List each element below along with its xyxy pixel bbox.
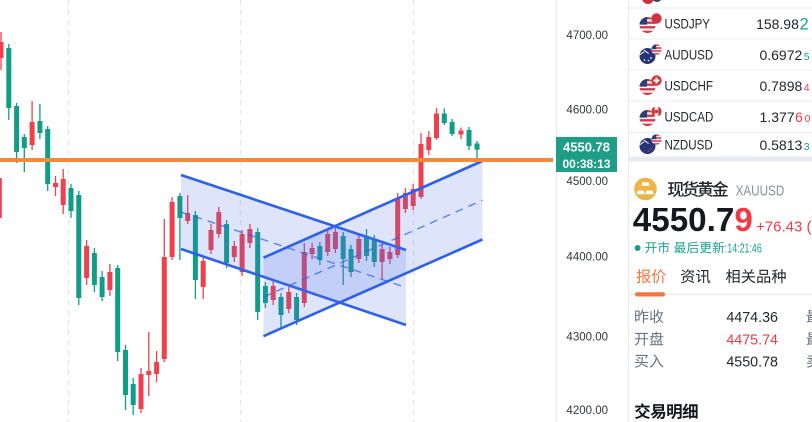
svg-text:2: 2 (800, 16, 809, 34)
svg-text:4700.00: 4700.00 (566, 30, 608, 42)
svg-text:USDCAD: USDCAD (665, 110, 714, 125)
svg-text:USDJPY: USDJPY (665, 17, 711, 32)
svg-text:+76.43 (+: +76.43 (+ (756, 219, 812, 236)
svg-text:4550.78: 4550.78 (726, 355, 778, 371)
svg-text:6: 6 (795, 109, 803, 125)
svg-text:4550.79: 4550.79 (633, 202, 753, 239)
svg-text:1.377: 1.377 (760, 109, 795, 125)
svg-text::14:21:46: :14:21:46 (725, 241, 762, 255)
svg-text:00:38:13: 00:38:13 (562, 157, 610, 171)
svg-text:XAUUSD: XAUUSD (736, 184, 785, 200)
svg-text:4600.00: 4600.00 (566, 105, 608, 117)
svg-text:5: 5 (804, 51, 810, 63)
svg-text:0.6972: 0.6972 (759, 47, 802, 63)
svg-text:4475.74: 4475.74 (726, 333, 778, 349)
svg-text:4: 4 (804, 82, 810, 94)
svg-text:0.7898: 0.7898 (759, 78, 802, 94)
svg-text:3: 3 (804, 141, 810, 153)
svg-text:USDCHF: USDCHF (665, 79, 714, 94)
svg-text:4300.00: 4300.00 (566, 332, 608, 344)
svg-text:4500.00: 4500.00 (566, 176, 608, 188)
svg-text:4474.36: 4474.36 (726, 310, 778, 326)
svg-text:4400.00: 4400.00 (566, 252, 608, 264)
svg-text:NZDUSD: NZDUSD (665, 138, 713, 153)
svg-text:AUDUSD: AUDUSD (665, 48, 714, 63)
svg-text:4200.00: 4200.00 (566, 405, 608, 417)
svg-text:0.5813: 0.5813 (759, 137, 802, 153)
svg-text:158.98: 158.98 (756, 16, 799, 32)
svg-text:0: 0 (805, 113, 811, 125)
svg-text:4550.78: 4550.78 (563, 140, 610, 155)
